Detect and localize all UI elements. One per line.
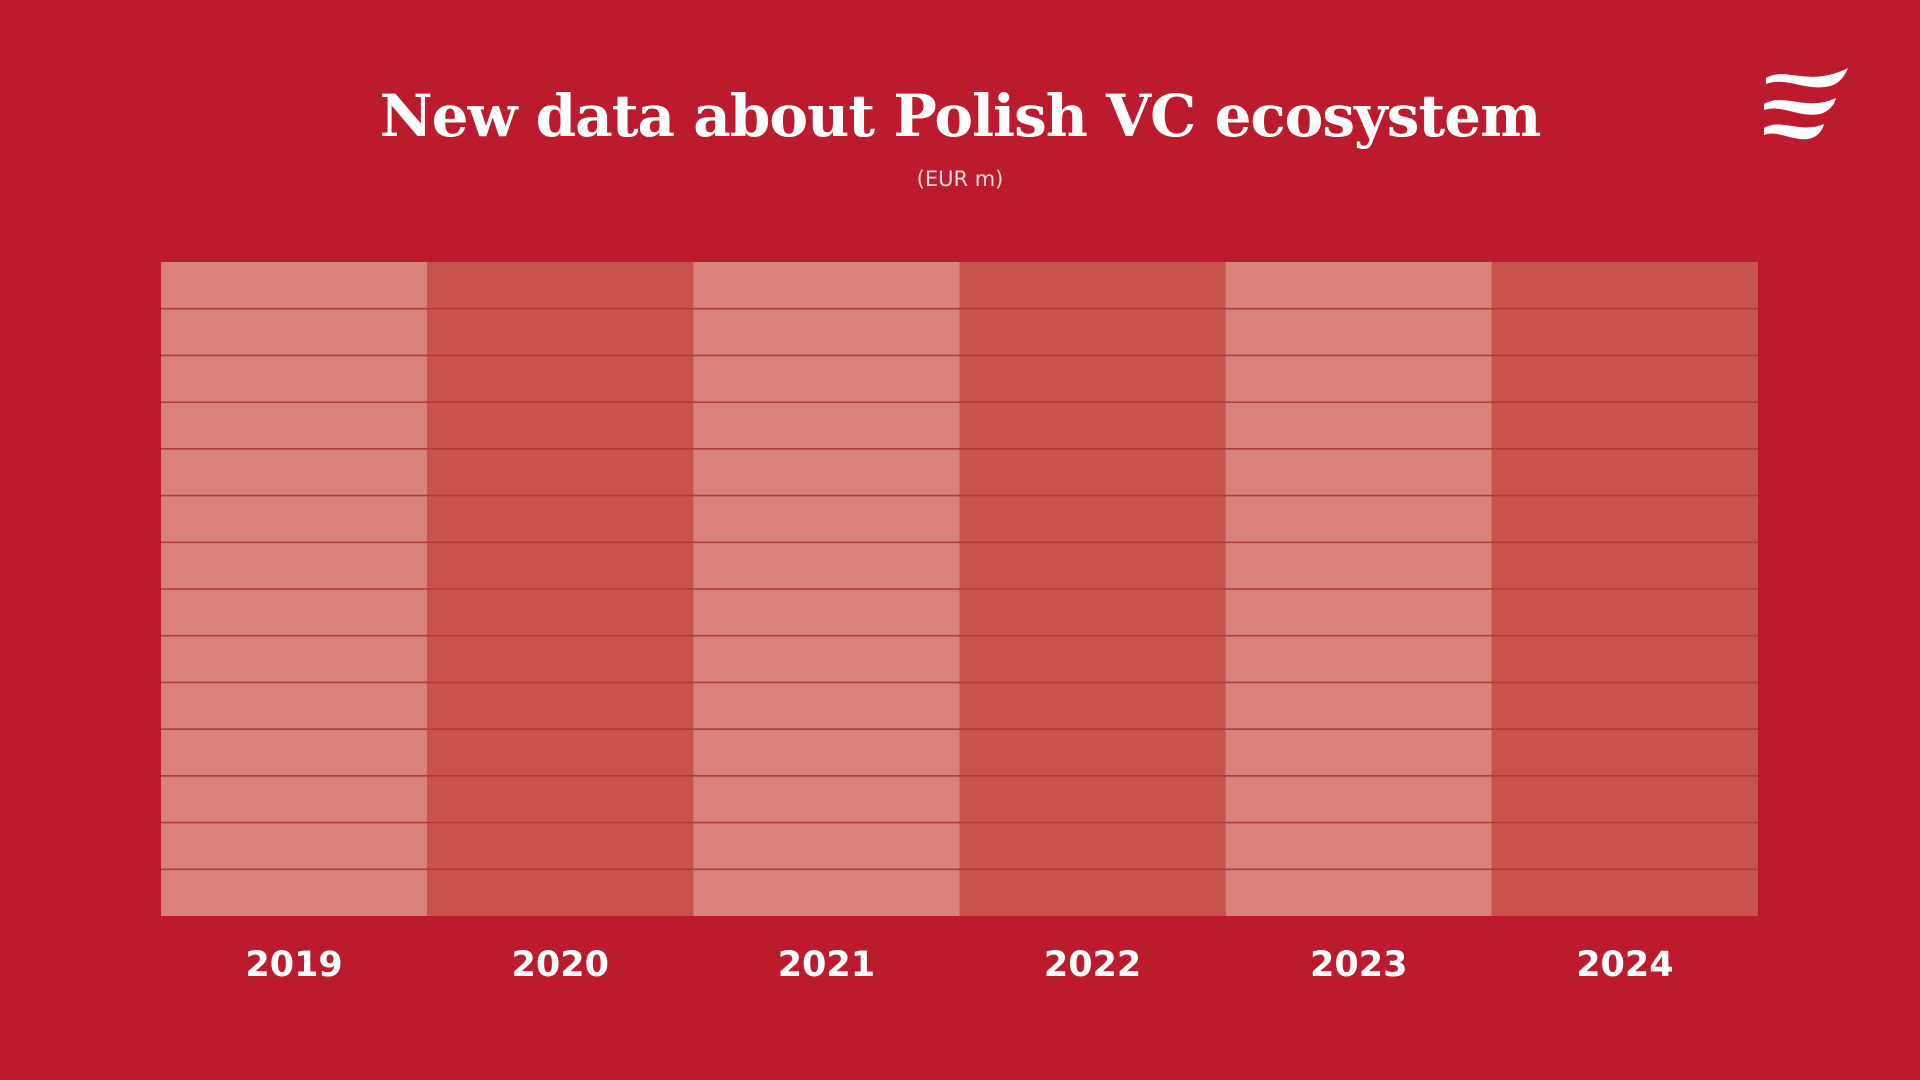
logo-wave-top — [1766, 68, 1848, 88]
waves-logo-icon — [1764, 68, 1848, 140]
x-tick-label: 2020 — [512, 945, 609, 985]
logo-wave-bottom — [1764, 124, 1824, 140]
x-tick-label: 2021 — [778, 945, 875, 985]
x-tick-label: 2019 — [245, 945, 342, 985]
x-tick-label: 2023 — [1310, 945, 1407, 985]
chart-title: New data about Polish VC ecosystem — [379, 82, 1542, 150]
x-tick-label: 2022 — [1044, 945, 1141, 985]
x-tick-label: 2024 — [1576, 945, 1673, 985]
chart-subtitle: (EUR m) — [916, 167, 1004, 191]
logo-wave-middle — [1764, 98, 1836, 115]
